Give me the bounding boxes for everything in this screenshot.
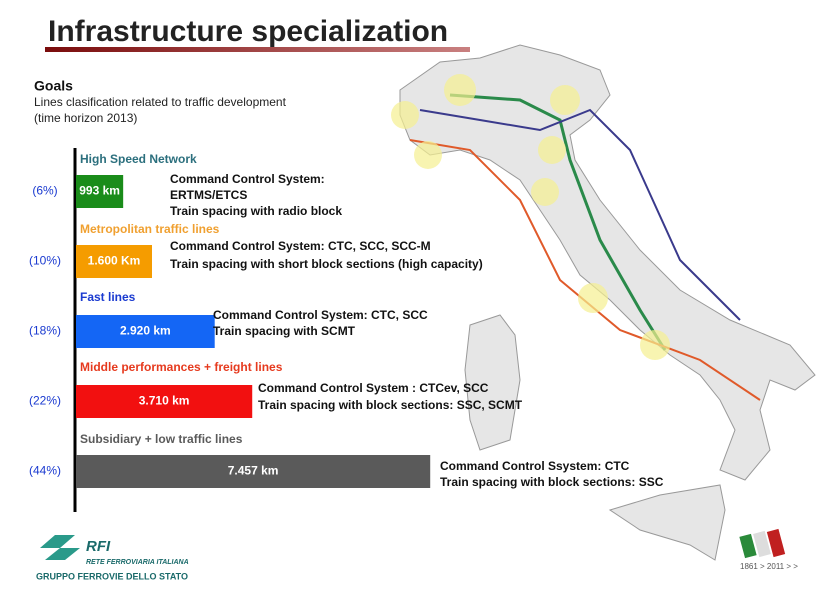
share-label: (18%)	[29, 324, 61, 338]
description: Train spacing with block sections: SSC	[440, 475, 664, 489]
logo: RFI RETE FERROVIARIA ITALIANA GRUPPO FER…	[36, 535, 189, 581]
share-label: (22%)	[29, 394, 61, 408]
logo-group: GRUPPO FERROVIE DELLO STATO	[36, 571, 188, 581]
chart: High Speed Network 993 km (6%) Command Cont…	[29, 152, 664, 489]
share-label: (6%)	[32, 184, 57, 198]
goals-line: (time horizon 2013)	[34, 111, 137, 125]
description: Train spacing with block sections: SSC, …	[258, 398, 523, 412]
slide-title: Infrastructure specialization	[48, 15, 448, 48]
goals-heading: Goals	[34, 78, 73, 94]
bar	[76, 315, 215, 348]
anniversary-text: 1861 > 2011 > >	[740, 562, 798, 571]
description: Command Control System : CTCev, SCC	[258, 381, 489, 395]
category-label: Middle performances + freight lines	[80, 360, 283, 374]
bar	[76, 385, 253, 418]
category-label: High Speed Network	[80, 152, 197, 166]
bar	[76, 455, 431, 488]
logo-mark	[40, 535, 80, 560]
anniversary-logo: 1861 > 2011 > >	[739, 528, 798, 571]
description: Command Control System: CTC, SCC, SCC-M	[170, 239, 431, 253]
category-label: Subsidiary + low traffic lines	[80, 432, 243, 446]
category-label: Fast lines	[80, 290, 136, 304]
bar-label: 1.600 Km	[88, 254, 141, 268]
bar	[76, 175, 124, 208]
description: Command Control System:	[170, 172, 325, 186]
logo-brand: RFI	[86, 538, 111, 555]
share-label: (10%)	[29, 254, 61, 268]
italy-map	[391, 44, 816, 561]
description: Train spacing with SCMT	[213, 324, 356, 338]
description: ERTMS/ETCS	[170, 188, 247, 202]
category-label: Metropolitan traffic lines	[80, 222, 220, 236]
goals-line: Lines clasification related to traffic d…	[34, 95, 287, 109]
description: Command Control Ssystem: CTC	[440, 459, 630, 473]
description: Train spacing with radio block	[170, 204, 342, 218]
bar	[76, 245, 152, 278]
bar-label: 2.920 km	[120, 324, 171, 338]
title-underline	[45, 47, 470, 52]
bar-label: 3.710 km	[139, 394, 190, 408]
share-label: (44%)	[29, 464, 61, 478]
bar-label: 993 km	[79, 184, 120, 198]
description: Train spacing with short block sections …	[170, 257, 483, 271]
bar-label: 7.457 km	[228, 464, 279, 478]
logo-name: RETE FERROVIARIA ITALIANA	[86, 559, 189, 566]
description: Command Control System: CTC, SCC	[213, 308, 428, 322]
